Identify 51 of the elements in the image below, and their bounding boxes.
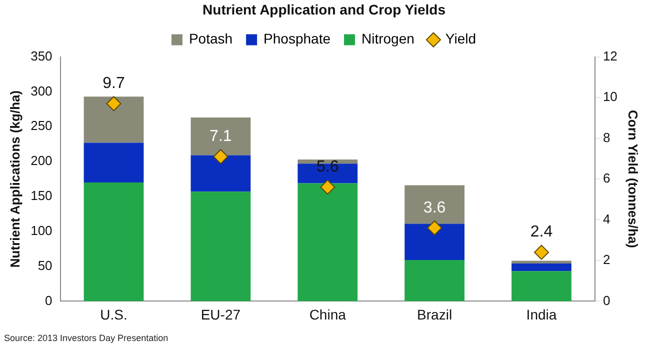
point xyxy=(213,149,228,164)
legend-label: Potash xyxy=(188,30,233,47)
data-label: 5.6 xyxy=(316,158,339,176)
source-note: Source: 2013 Investors Day Presentation xyxy=(4,333,168,343)
y-tick-label: 300 xyxy=(30,83,52,98)
chart-title: Nutrient Application and Crop Yields xyxy=(202,1,446,18)
bar xyxy=(190,192,251,302)
point xyxy=(320,180,336,195)
legend-label: Nitrogen xyxy=(362,30,414,47)
y2-tick-label: 6 xyxy=(602,170,610,186)
y-axis-title: Nutrient Applications (kg/ha) xyxy=(7,90,22,268)
y-tick-label: 150 xyxy=(30,188,52,204)
x-tick-label: Brazil xyxy=(417,306,452,322)
y-tick-label: 50 xyxy=(38,258,52,273)
bar xyxy=(404,185,464,224)
point xyxy=(427,220,442,236)
data-label: 7.1 xyxy=(210,128,232,146)
bar xyxy=(298,183,358,302)
y2-axis-title: Corn Yield (tonnes/ha) xyxy=(626,110,641,248)
bar xyxy=(512,271,572,302)
bar xyxy=(190,155,251,192)
y2-tick-label: 10 xyxy=(602,89,618,104)
y2-tick-label: 4 xyxy=(602,211,610,226)
data-label: 3.6 xyxy=(423,199,446,216)
y2-tick-label: 0 xyxy=(602,292,610,308)
bar xyxy=(84,142,144,182)
data-label: 2.4 xyxy=(530,224,553,241)
bar xyxy=(404,224,464,260)
y-tick-label: 250 xyxy=(30,118,52,134)
point xyxy=(534,244,549,260)
x-tick-label: U.S. xyxy=(100,306,128,322)
bar xyxy=(84,182,144,302)
y2-tick-label: 12 xyxy=(602,48,618,64)
bar xyxy=(190,118,251,156)
y2-tick-label: 2 xyxy=(602,252,610,268)
x-tick-label: China xyxy=(309,306,346,322)
bar xyxy=(512,260,572,264)
legend-label: Phosphate xyxy=(264,30,331,47)
bar xyxy=(404,260,464,302)
bar xyxy=(84,96,144,143)
y-tick-label: 0 xyxy=(45,292,52,308)
legend-label: Yield xyxy=(445,30,476,47)
data-label: 9.7 xyxy=(102,75,125,92)
bar xyxy=(512,263,572,272)
y-tick-label: 100 xyxy=(30,222,52,238)
x-tick-label: EU-27 xyxy=(200,306,241,322)
point xyxy=(106,96,122,112)
y-tick-label: 350 xyxy=(30,48,52,64)
y-tick-label: 200 xyxy=(30,153,52,168)
y2-tick-label: 8 xyxy=(602,130,610,145)
x-tick-label: India xyxy=(526,306,557,322)
